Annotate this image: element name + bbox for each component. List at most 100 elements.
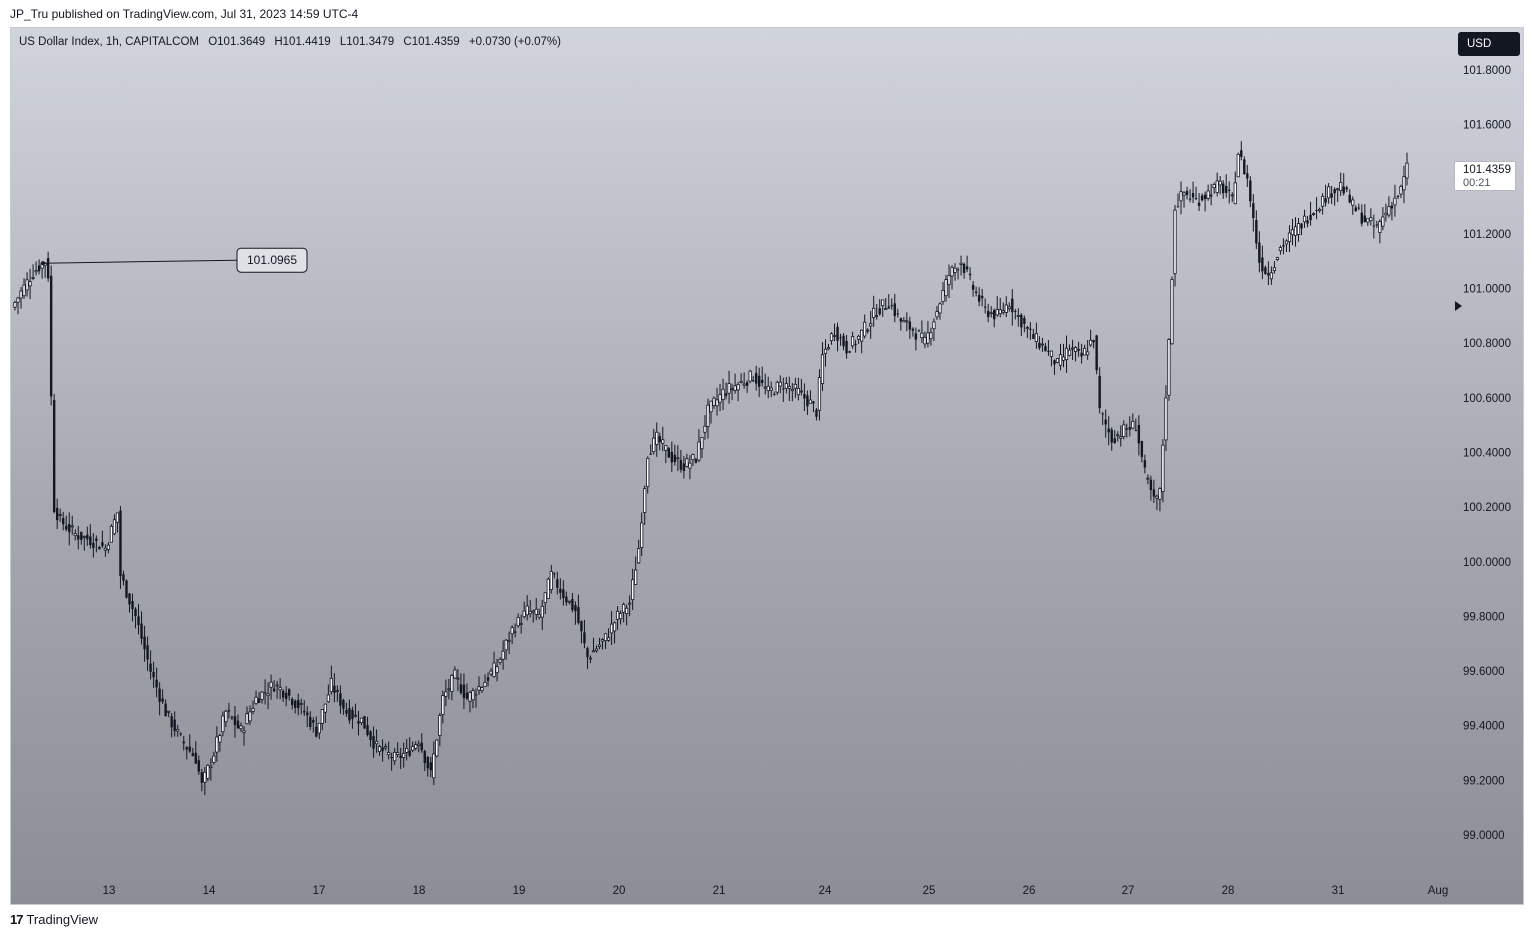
candle (125, 579, 128, 599)
candle (1001, 302, 1005, 315)
candle (826, 343, 831, 351)
candle (543, 592, 547, 615)
candle (339, 685, 342, 714)
candle (206, 764, 210, 782)
candle (1243, 156, 1246, 175)
candle (351, 706, 354, 729)
legend-close: C101.4359 (403, 36, 460, 48)
candle (411, 741, 415, 753)
candle (790, 382, 794, 402)
candle (106, 542, 111, 554)
candle (565, 591, 568, 606)
candle (215, 726, 219, 762)
candle (227, 702, 231, 719)
candle (1264, 265, 1267, 275)
candle (25, 272, 29, 297)
candle (935, 305, 939, 320)
candle (109, 524, 114, 543)
candle (312, 717, 315, 733)
y-tick-label: 101.8000 (1463, 65, 1511, 77)
candle (763, 373, 767, 395)
candle (758, 367, 761, 398)
candle (559, 578, 562, 600)
candle (1073, 346, 1078, 362)
candle (658, 432, 661, 451)
candle (320, 709, 324, 731)
candle (1092, 339, 1095, 349)
candle (149, 650, 152, 680)
candle (77, 525, 80, 550)
candle (239, 722, 243, 732)
candle (971, 281, 975, 297)
candle (586, 646, 589, 670)
candle (893, 293, 896, 323)
candle (34, 261, 38, 276)
candle (631, 568, 635, 611)
bar-countdown: 00:21 (1463, 177, 1491, 189)
candlestick-chart[interactable]: 101.0965 101.8000101.6000101.4000101.200… (11, 28, 1523, 904)
candle (309, 711, 312, 731)
candle (197, 755, 200, 775)
candle (881, 299, 885, 317)
candle (363, 715, 366, 729)
candle (86, 526, 89, 546)
candle (606, 628, 611, 642)
currency-button[interactable]: USD (1458, 32, 1520, 56)
candle (1315, 197, 1318, 220)
candle (1236, 152, 1240, 178)
candle (721, 378, 725, 411)
candle (1296, 218, 1301, 242)
candle (896, 308, 899, 318)
candle (1155, 494, 1159, 510)
scroll-right-icon[interactable] (1455, 301, 1462, 311)
price-annotation[interactable]: 101.0965 (41, 247, 308, 273)
candle (281, 689, 285, 702)
symbol-legend: US Dollar Index, 1h, CAPITALCOM O101.364… (19, 36, 567, 48)
candle (1321, 193, 1325, 215)
candle (233, 705, 237, 738)
candle (1125, 423, 1128, 438)
candle (917, 329, 921, 332)
candle (950, 265, 954, 290)
candle (1345, 185, 1348, 193)
time-axis: 13 14 17 18 19 20 21 24 25 26 27 28 31 Aug (103, 885, 1449, 897)
candle (1040, 337, 1045, 352)
candle (152, 661, 155, 688)
candle (968, 267, 972, 281)
candle (1049, 350, 1054, 367)
candle (1215, 172, 1219, 197)
candle (179, 732, 182, 737)
candle (1197, 193, 1201, 212)
candle (1149, 475, 1153, 501)
candle (170, 713, 173, 738)
candle (516, 613, 520, 628)
candle (995, 296, 999, 318)
candle (615, 606, 620, 630)
candle (80, 531, 83, 545)
candle (706, 398, 710, 439)
candle (134, 607, 137, 629)
candle (1363, 204, 1367, 223)
candle (188, 734, 191, 753)
candle (664, 445, 668, 464)
x-tick-label: 13 (103, 885, 116, 897)
candle (1212, 182, 1216, 194)
chart-area[interactable]: 101.0965 101.8000101.6000101.4000101.200… (10, 27, 1524, 905)
y-tick-label: 100.4000 (1463, 448, 1511, 460)
candle (580, 620, 583, 644)
candle (1164, 385, 1168, 451)
candle (1058, 343, 1063, 371)
candle (101, 530, 104, 548)
candle (619, 610, 623, 625)
candle (1348, 189, 1351, 204)
candle (646, 456, 650, 494)
candle (1306, 216, 1309, 228)
candle (712, 396, 716, 409)
candle (522, 601, 526, 619)
candle (333, 673, 336, 703)
candle (489, 668, 493, 677)
candle (98, 545, 101, 550)
candle (444, 679, 448, 707)
candle (218, 733, 222, 752)
candle (155, 667, 158, 698)
